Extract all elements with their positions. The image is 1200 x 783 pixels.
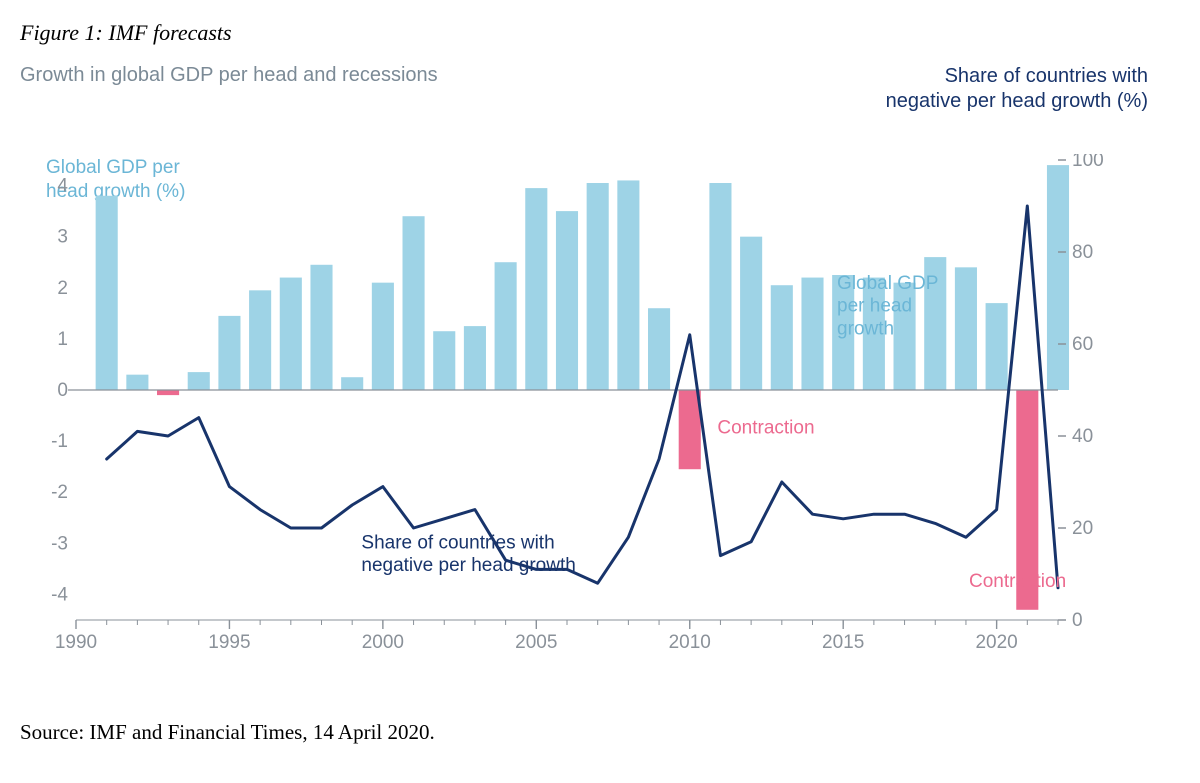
bar bbox=[525, 188, 547, 390]
y-right-tick-label: 80 bbox=[1072, 242, 1093, 263]
chart-plot-area: -4-3-2-101234020406080100199019952000200… bbox=[50, 154, 1110, 654]
chart-annotation: Global GDP bbox=[837, 273, 938, 294]
y-left-tick-label: -1 bbox=[51, 431, 68, 452]
figure-title: Figure 1: IMF forecasts bbox=[20, 20, 1180, 46]
bar bbox=[280, 278, 302, 390]
chart-subtitle-left: Growth in global GDP per head and recess… bbox=[20, 64, 438, 87]
y-left-tick-label: 2 bbox=[57, 278, 68, 299]
x-tick-label: 2000 bbox=[362, 632, 404, 653]
bar bbox=[771, 285, 793, 390]
bar bbox=[955, 267, 977, 390]
bar bbox=[1047, 165, 1069, 390]
x-tick-label: 1995 bbox=[208, 632, 250, 653]
bar bbox=[157, 390, 179, 395]
bar bbox=[648, 308, 670, 390]
bar bbox=[188, 372, 210, 390]
y-left-tick-label: 4 bbox=[57, 176, 68, 197]
bar bbox=[126, 375, 148, 390]
chart-annotation: Contraction bbox=[717, 417, 814, 438]
x-tick-label: 2005 bbox=[515, 632, 557, 653]
bar bbox=[341, 377, 363, 390]
chart-svg: -4-3-2-101234020406080100199019952000200… bbox=[50, 154, 1110, 674]
chart-annotation: growth bbox=[837, 318, 894, 339]
chart-annotation: Contraction bbox=[969, 571, 1066, 592]
x-tick-label: 1990 bbox=[55, 632, 97, 653]
y-left-tick-label: -4 bbox=[51, 584, 68, 605]
x-tick-label: 2020 bbox=[975, 632, 1017, 653]
bar bbox=[96, 196, 118, 390]
bar bbox=[587, 183, 609, 390]
y-right-tick-label: 0 bbox=[1072, 610, 1083, 631]
x-tick-label: 2010 bbox=[669, 632, 711, 653]
chart-annotation: negative per head growth bbox=[361, 555, 575, 576]
y-right-tick-label: 60 bbox=[1072, 334, 1093, 355]
y-left-tick-label: -2 bbox=[51, 482, 68, 503]
chart-annotation: per head bbox=[837, 296, 912, 317]
bar bbox=[495, 262, 517, 390]
y-left-tick-label: -3 bbox=[51, 533, 68, 554]
bar bbox=[403, 216, 425, 390]
chart-annotation: Share of countries with bbox=[361, 532, 554, 553]
chart-source: Source: IMF and Financial Times, 14 Apri… bbox=[20, 720, 1180, 745]
y-left-tick-label: 1 bbox=[57, 329, 68, 350]
bar bbox=[709, 183, 731, 390]
x-tick-label: 2015 bbox=[822, 632, 864, 653]
bar bbox=[372, 283, 394, 390]
chart-container: Growth in global GDP per head and recess… bbox=[20, 64, 1170, 704]
y-right-tick-label: 100 bbox=[1072, 154, 1104, 171]
y-left-tick-label: 0 bbox=[57, 380, 68, 401]
bar bbox=[679, 390, 701, 469]
bar bbox=[433, 331, 455, 390]
chart-subtitle-right: Share of countries withnegative per head… bbox=[886, 64, 1148, 114]
bar bbox=[556, 211, 578, 390]
bar bbox=[310, 265, 332, 390]
bar bbox=[249, 290, 271, 390]
bar bbox=[740, 237, 762, 390]
bar bbox=[617, 180, 639, 390]
bar bbox=[218, 316, 240, 390]
bar bbox=[464, 326, 486, 390]
bar bbox=[801, 278, 823, 390]
line-series bbox=[107, 206, 1058, 588]
bar bbox=[986, 303, 1008, 390]
y-left-tick-label: 3 bbox=[57, 227, 68, 248]
y-right-tick-label: 20 bbox=[1072, 518, 1093, 539]
y-right-tick-label: 40 bbox=[1072, 426, 1093, 447]
